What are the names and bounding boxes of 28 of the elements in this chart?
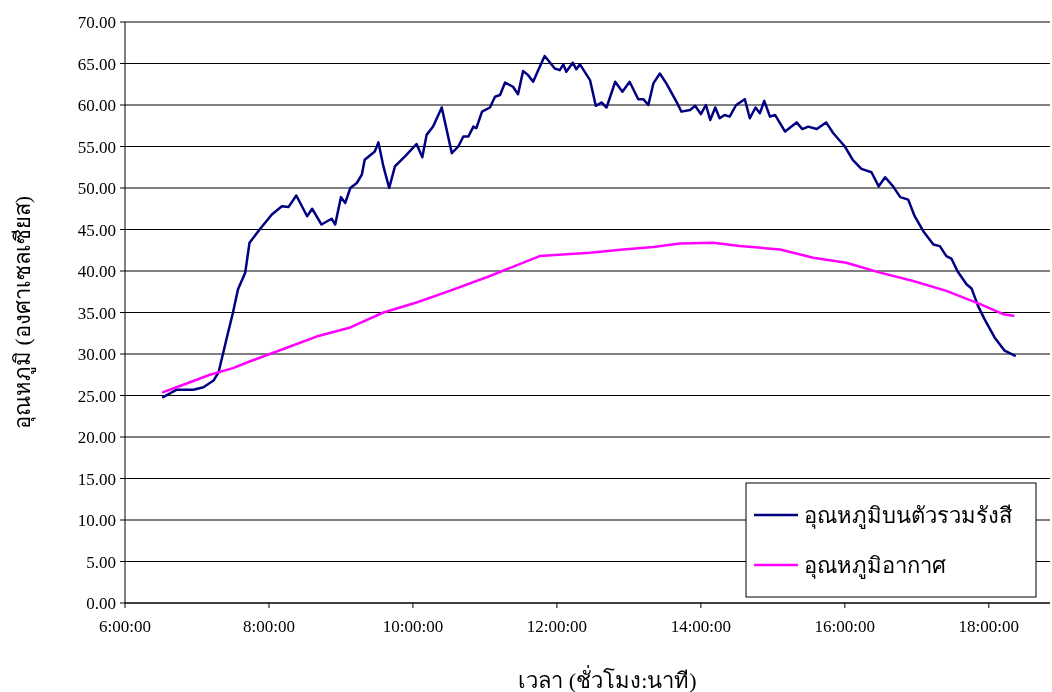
line-series bbox=[161, 241, 1015, 394]
y-tick-label: 35.00 bbox=[77, 303, 116, 323]
x-axis-title: เวลา (ชั่วโมง:นาที) bbox=[518, 665, 697, 692]
x-tick-label: 12:00:00 bbox=[526, 617, 588, 636]
y-tick-label: 45.00 bbox=[77, 220, 116, 240]
x-tick-label: 18:00:00 bbox=[958, 617, 1020, 636]
y-tick-label: 30.00 bbox=[77, 345, 116, 364]
y-tick-label: 65.00 bbox=[77, 54, 116, 74]
y-tick-label: 0.00 bbox=[86, 594, 116, 613]
y-tick-label: 70.00 bbox=[77, 13, 116, 32]
y-tick-label: 55.00 bbox=[77, 137, 116, 157]
y-tick-label: 25.00 bbox=[77, 386, 116, 406]
y-tick-label: 40.00 bbox=[77, 262, 116, 281]
x-tick-label: 10:00:00 bbox=[382, 617, 444, 636]
legend-label: อุณหภูมิบนตัวรวมรังสี bbox=[804, 503, 1013, 529]
y-tick-label: 10.00 bbox=[77, 511, 116, 530]
y-tick-label: 50.00 bbox=[77, 179, 116, 198]
y-axis-title: อุณหภูมิ (องศาเซลเซียส) bbox=[10, 195, 36, 430]
y-tick-label: 20.00 bbox=[77, 428, 116, 447]
y-tick-label: 60.00 bbox=[77, 96, 116, 115]
y-tick-label: 15.00 bbox=[77, 469, 116, 489]
legend-label: อุณหภูมิอากาศ bbox=[804, 553, 946, 579]
x-tick-label: 6:00:00 bbox=[99, 617, 151, 636]
line-series bbox=[161, 54, 1016, 399]
x-tick-label: 8:00:00 bbox=[242, 617, 295, 636]
x-tick-label: 16:00:00 bbox=[814, 617, 876, 636]
y-tick-label: 5.00 bbox=[86, 552, 116, 572]
x-tick-label: 14:00:00 bbox=[670, 617, 732, 636]
